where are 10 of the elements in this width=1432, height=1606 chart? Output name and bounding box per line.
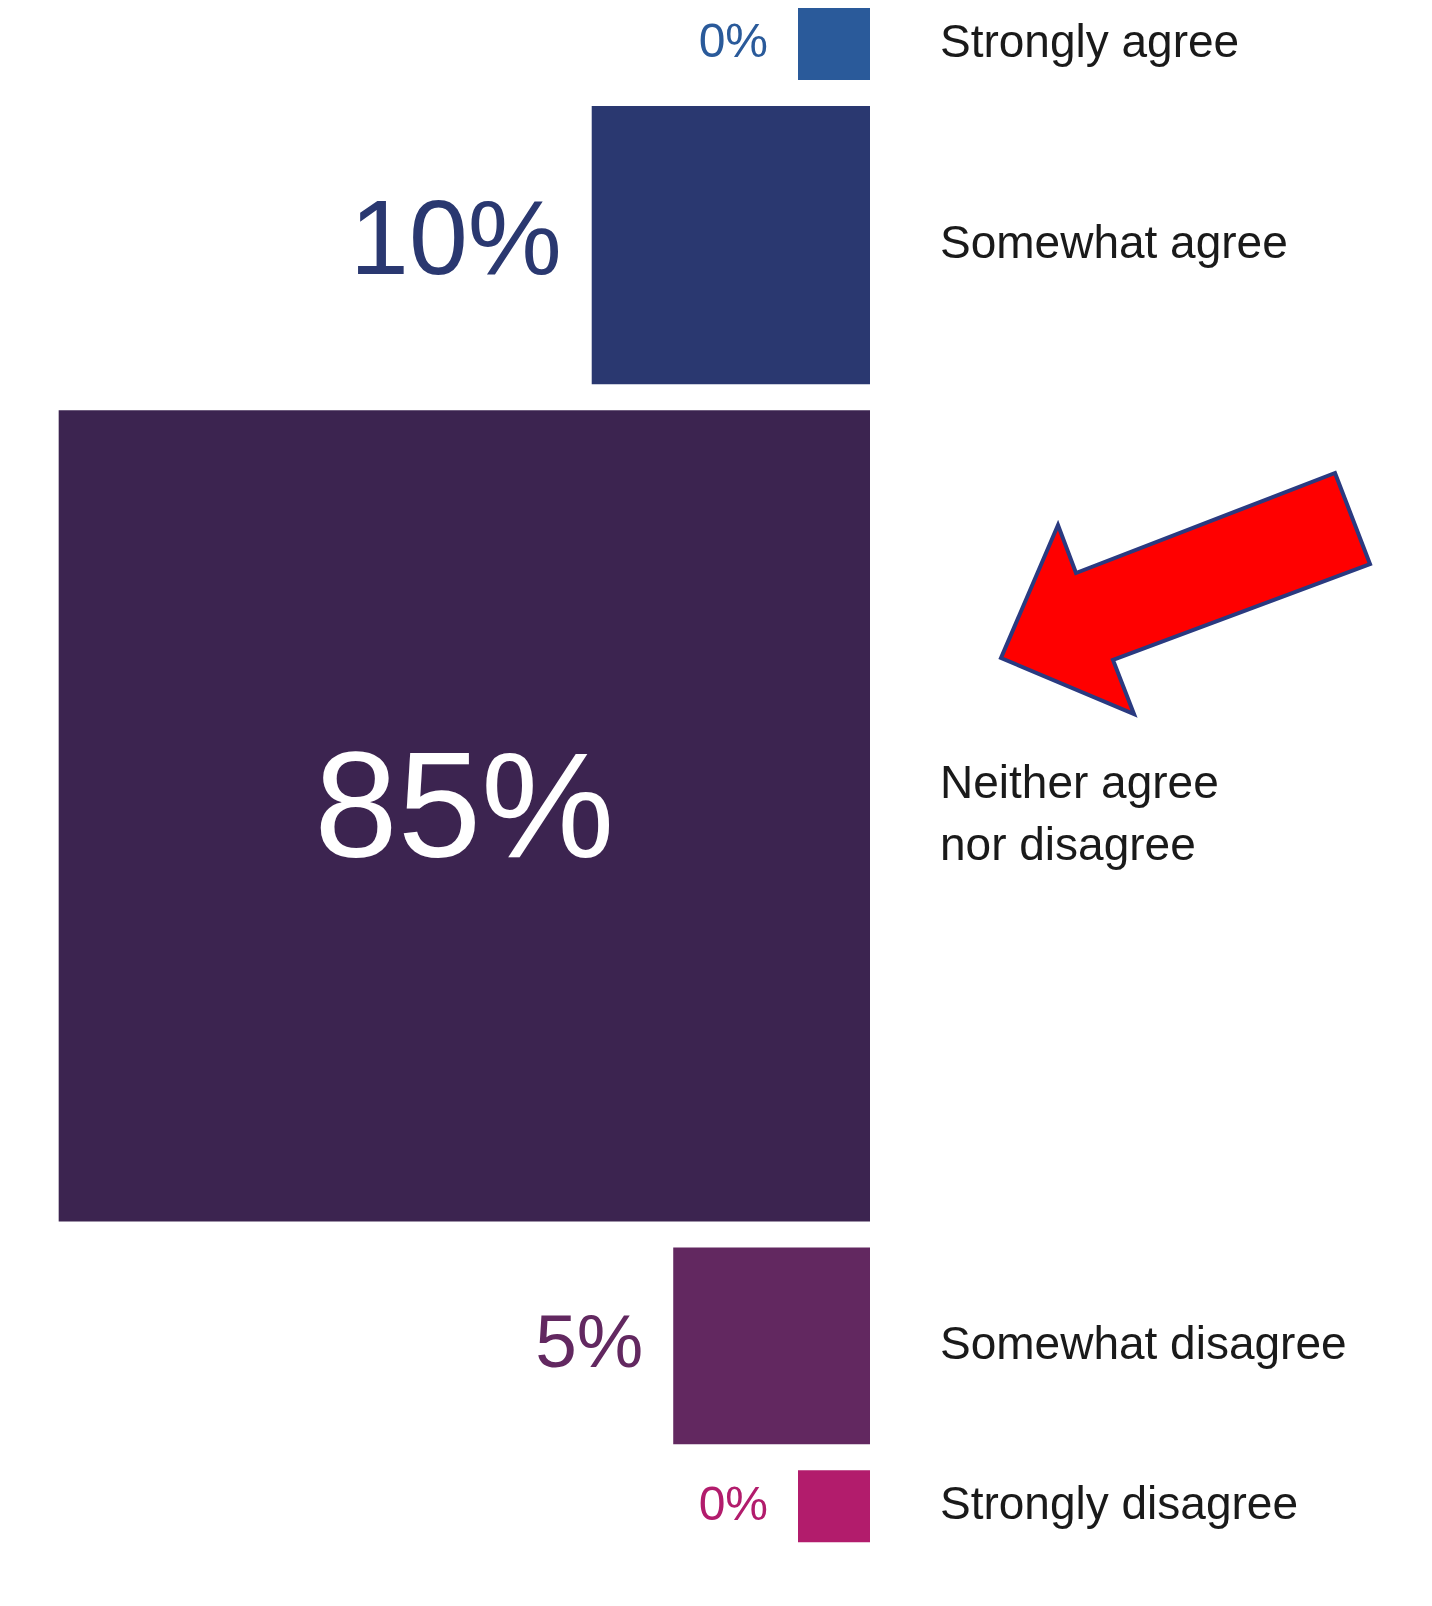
category-label: Strongly disagree bbox=[940, 1477, 1298, 1530]
data-label: 10% bbox=[350, 178, 562, 297]
data-label: 0% bbox=[698, 14, 768, 68]
category-label: Somewhat agree bbox=[940, 215, 1288, 268]
data-label: 5% bbox=[535, 1298, 644, 1383]
data-label: 85% bbox=[314, 721, 615, 890]
data-label: 0% bbox=[698, 1476, 768, 1530]
category-label: Neither agree nor disagree bbox=[940, 755, 1219, 870]
category-label: Somewhat disagree bbox=[940, 1316, 1347, 1369]
category-label: Strongly agree bbox=[940, 14, 1240, 67]
